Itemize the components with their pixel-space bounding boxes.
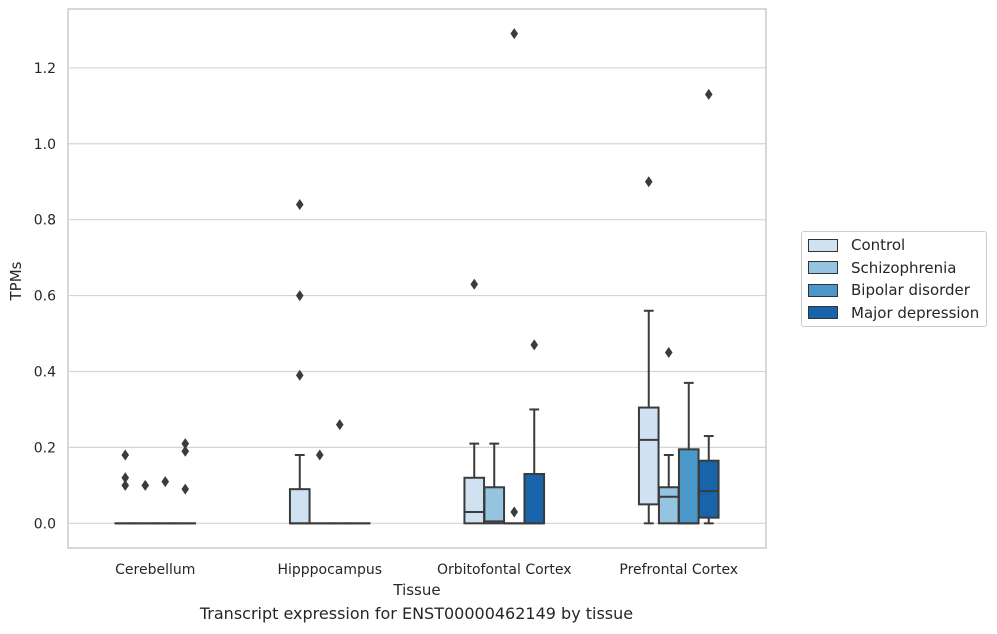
- grid-lines: [68, 67, 766, 524]
- legend-label: Major depression: [851, 303, 980, 322]
- y-tick-label: 1.0: [34, 137, 56, 153]
- y-tick-label: 1.2: [34, 61, 56, 77]
- box-control: [463, 278, 486, 525]
- y-axis-ticks: 0.0 0.2 0.4 0.6 0.8 1.0 1.2: [34, 61, 56, 532]
- legend-item: Bipolar disorder: [808, 280, 970, 300]
- outlier-point: [121, 479, 130, 491]
- legend-swatch: [808, 306, 838, 319]
- outlier-point: [530, 339, 539, 351]
- box-major-depression: [174, 438, 197, 525]
- outlier-point: [510, 506, 519, 518]
- y-tick-label: 0.8: [34, 213, 56, 229]
- outlier-point: [510, 28, 519, 40]
- x-tick-label: Prefrontal Cortex: [619, 562, 738, 578]
- legend: Control Schizophrenia Bipolar disorder Majo…: [801, 231, 987, 327]
- outlier-point: [181, 483, 190, 495]
- outlier-point: [470, 278, 479, 290]
- legend-label: Schizophrenia: [851, 258, 957, 277]
- legend-item: Major depression: [808, 303, 979, 323]
- box-body: [483, 486, 506, 525]
- legend-swatch: [808, 238, 838, 252]
- outlier-point: [161, 476, 170, 488]
- box-bipolar-disorder: [154, 476, 177, 525]
- box-major-depression: [523, 339, 546, 525]
- y-tick-label: 0.2: [34, 440, 56, 456]
- box-schizophrenia: [134, 479, 157, 525]
- outlier-point: [315, 449, 324, 461]
- box-body: [697, 459, 720, 519]
- box-bipolar-disorder: [328, 419, 351, 525]
- legend-item: Schizophrenia: [808, 258, 956, 278]
- x-tick-label: Cerebellum: [115, 562, 195, 578]
- legend-item: Control: [808, 235, 905, 255]
- outlier-point: [295, 369, 304, 381]
- outlier-point: [181, 438, 190, 450]
- x-axis-ticks: Cerebellum Hipppocampus Orbitofontal Corte…: [115, 562, 738, 578]
- y-axis-label: TPMs: [7, 261, 25, 301]
- outlier-point: [295, 198, 304, 210]
- box-major-depression: [697, 88, 720, 525]
- outlier-point: [181, 445, 190, 457]
- box-schizophrenia: [657, 347, 680, 525]
- box-body: [677, 448, 700, 525]
- outlier-point: [295, 290, 304, 302]
- box-schizophrenia: [483, 442, 506, 525]
- outlier-point: [121, 449, 130, 461]
- legend-swatch: [808, 283, 838, 297]
- box-control: [288, 198, 311, 525]
- outlier-point: [335, 419, 344, 431]
- outlier-point: [664, 347, 673, 359]
- box-control: [637, 176, 660, 525]
- y-tick-label: 0.0: [34, 516, 56, 532]
- box-series: [114, 28, 720, 525]
- box-body: [523, 472, 546, 525]
- legend-label: Control: [851, 236, 906, 254]
- chart-caption: Transcript expression for ENST0000046214…: [199, 604, 634, 623]
- y-tick-label: 0.6: [34, 289, 56, 305]
- box-control: [114, 449, 137, 525]
- box-bipolar-disorder: [503, 28, 526, 525]
- box-schizophrenia: [308, 449, 331, 525]
- plot-frame: [67, 8, 767, 549]
- outlier-point: [121, 472, 130, 484]
- x-axis-label: Tissue: [392, 581, 440, 599]
- box-body: [288, 488, 311, 525]
- x-tick-label: Orbitofontal Cortex: [437, 562, 572, 578]
- x-tick-label: Hipppocampus: [277, 562, 382, 578]
- outlier-point: [141, 479, 150, 491]
- box-body: [463, 476, 486, 525]
- legend-label: Bipolar disorder: [851, 281, 970, 299]
- legend-swatch: [808, 261, 838, 274]
- outlier-point: [644, 176, 653, 188]
- box-bipolar-disorder: [677, 381, 700, 525]
- y-tick-label: 0.4: [34, 364, 56, 380]
- box-body: [637, 406, 660, 506]
- box-body: [657, 486, 680, 525]
- outlier-point: [704, 88, 713, 100]
